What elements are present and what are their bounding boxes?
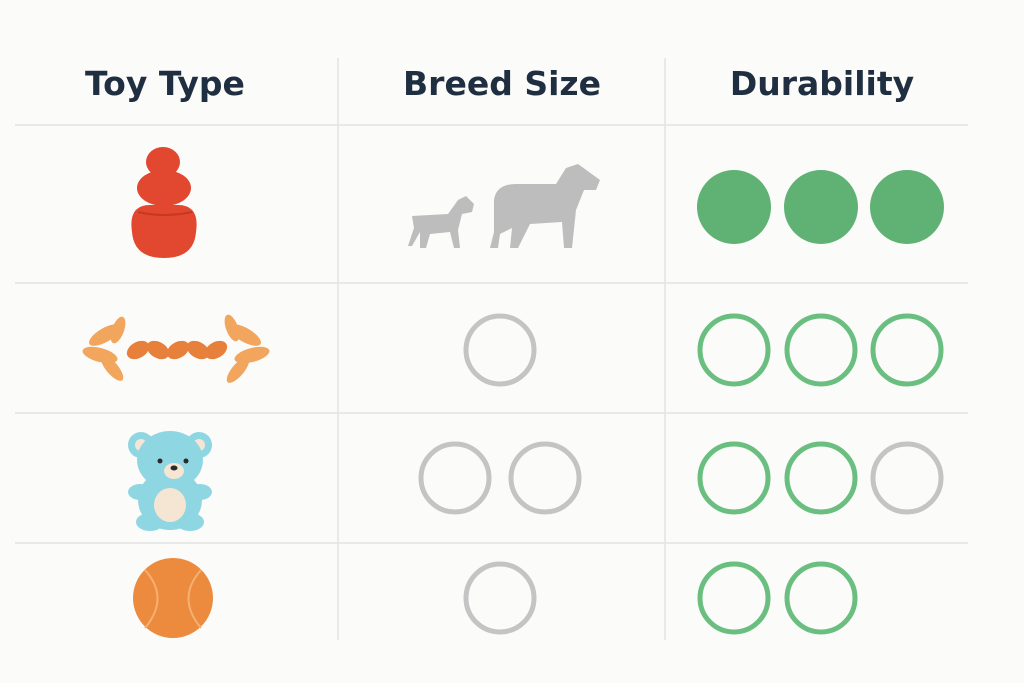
rubber-toy-icon: [131, 147, 197, 258]
durability-dot: [697, 170, 771, 244]
size-ring: [463, 561, 537, 635]
durability-ring: [697, 313, 771, 387]
rope-toy-icon: [82, 314, 270, 383]
durability-ring: [870, 441, 944, 515]
size-ring: [508, 441, 582, 515]
durability-ring: [784, 441, 858, 515]
ball-toy-icon: [133, 558, 213, 638]
durability-dot: [784, 170, 858, 244]
durability-dot: [870, 170, 944, 244]
durability-ring: [697, 441, 771, 515]
durability-ring: [784, 313, 858, 387]
size-ring: [463, 313, 537, 387]
durability-ring: [870, 313, 944, 387]
durability-ring: [784, 561, 858, 635]
column-header: Breed Size: [403, 64, 601, 103]
dog-sizes-icon: [408, 164, 600, 248]
size-ring: [418, 441, 492, 515]
durability-ring: [697, 561, 771, 635]
table-grid: [15, 58, 968, 640]
column-header: Toy Type: [85, 64, 245, 103]
column-header: Durability: [730, 64, 914, 103]
plush-toy-icon: [128, 431, 212, 531]
